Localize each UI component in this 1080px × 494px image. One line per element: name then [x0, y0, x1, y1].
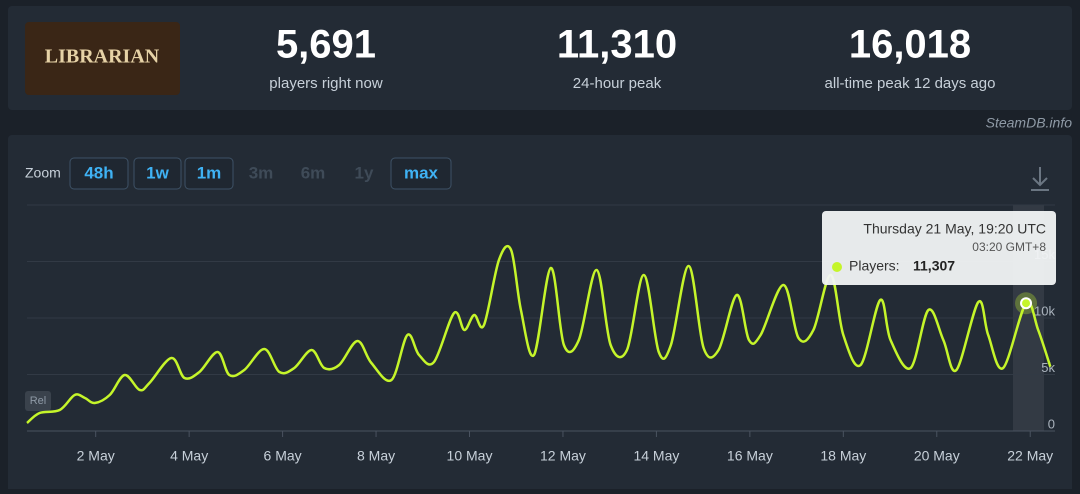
- stat-value: 5,691: [276, 23, 376, 67]
- x-tick-label: 8 May: [357, 448, 395, 464]
- zoom-button-label[interactable]: 1y: [355, 163, 374, 182]
- x-tick-label: 16 May: [727, 448, 773, 464]
- logo: [25, 22, 180, 95]
- y-tick-label: 5k: [1041, 360, 1055, 375]
- x-tick-label: 12 May: [540, 448, 586, 464]
- x-tick-label: 6 May: [264, 448, 302, 464]
- download-icon[interactable]: [1031, 167, 1049, 191]
- zoom-button-label[interactable]: 48h: [84, 163, 113, 182]
- series-line: [26, 244, 1052, 424]
- zoom-button-label[interactable]: 6m: [301, 163, 326, 182]
- x-tick-label: 2 May: [77, 448, 115, 464]
- tooltip-date: Thursday 21 May, 19:20 UTC: [863, 221, 1046, 237]
- tooltip-label: Players:: [849, 258, 900, 274]
- zoom-button-label[interactable]: 1m: [197, 163, 222, 182]
- x-tick-label: 14 May: [633, 448, 679, 464]
- zoom-button[interactable]: [390, 157, 452, 190]
- rel-badge: [25, 391, 51, 411]
- stats-panel: [8, 6, 1072, 110]
- zoom-label: Zoom: [25, 165, 61, 181]
- hover-point: [1020, 297, 1033, 310]
- stat-label: all-time peak 12 days ago: [825, 75, 996, 92]
- x-tick-label: 10 May: [447, 448, 493, 464]
- tooltip-value: 11,307: [913, 258, 955, 274]
- credit: SteamDB.info: [986, 115, 1073, 131]
- zoom-button-label[interactable]: 3m: [249, 163, 274, 182]
- x-tick-label: 22 May: [1007, 448, 1053, 464]
- tooltip-box: [822, 211, 1056, 285]
- logo-text: LIBRARIAN: [45, 46, 160, 68]
- tooltip: Thursday 21 May, 19:20 UTC 03:20 GMT+8 P…: [822, 211, 1056, 285]
- rel-text: Rel: [30, 395, 47, 407]
- stat-value: 11,310: [557, 23, 677, 67]
- stat-value: 16,018: [849, 23, 971, 67]
- tooltip-swatch: [832, 262, 842, 272]
- x-tick-label: 20 May: [914, 448, 960, 464]
- y-tick-label: 0: [1048, 416, 1055, 431]
- zoom-button[interactable]: [133, 157, 182, 190]
- x-tick-label: 4 May: [170, 448, 208, 464]
- y-tick-label: 10k: [1034, 303, 1055, 318]
- stat-label: players right now: [269, 75, 383, 92]
- zoom-button[interactable]: [69, 157, 129, 190]
- zoom-button[interactable]: [184, 157, 234, 190]
- chart-panel: [8, 135, 1072, 494]
- zoom-button-label[interactable]: 1w: [146, 163, 169, 182]
- stat-label: 24-hour peak: [573, 75, 662, 92]
- x-tick-label: 18 May: [820, 448, 866, 464]
- tooltip-local: 03:20 GMT+8: [972, 240, 1046, 254]
- zoom-button-label[interactable]: max: [404, 163, 439, 182]
